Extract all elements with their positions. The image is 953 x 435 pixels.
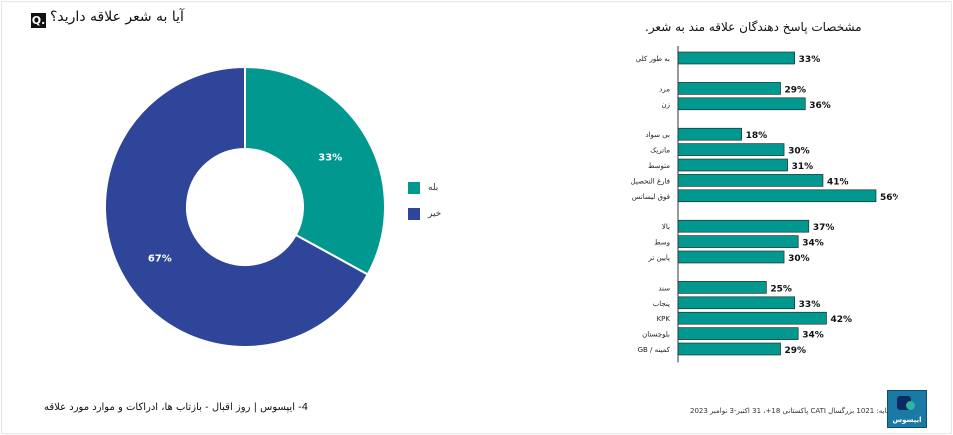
bar-value-label-12: 25% xyxy=(770,284,792,294)
bar-10 xyxy=(677,235,799,248)
bar-category-label-14: KPK xyxy=(657,315,671,323)
bar-9 xyxy=(677,219,810,233)
bar-value-label-6: 31% xyxy=(792,162,814,172)
pie-slice-2 xyxy=(104,65,370,348)
bar-15 xyxy=(677,327,799,340)
bar-13 xyxy=(677,296,795,310)
bar-11 xyxy=(677,250,785,264)
bar-value-label-15: 34% xyxy=(802,331,824,341)
bar-7 xyxy=(677,174,824,187)
bar-12 xyxy=(677,281,767,294)
bar-16 xyxy=(677,342,781,356)
footer-caption: 4- ایپسوس | روز اقبال - بازتاب ها، ادراک… xyxy=(44,402,309,413)
ipsos-logo: ایپسوس xyxy=(887,390,927,428)
bar-value-label-7: 41% xyxy=(827,177,849,187)
bar-category-label-5: ماتریک xyxy=(650,147,670,155)
pie-slice-1 xyxy=(244,65,386,276)
bar-category-label-9: بالا xyxy=(662,223,670,231)
bar-category-label-16: GB / کمینه xyxy=(638,346,671,354)
bar-value-label-5: 30% xyxy=(788,147,810,157)
bar-5 xyxy=(677,143,785,156)
bar-value-label-13: 33% xyxy=(799,300,821,310)
pie-data-label-2: 67% xyxy=(148,253,172,264)
bar-14 xyxy=(677,311,827,325)
bar-value-label-2: 29% xyxy=(785,85,807,95)
bar-category-label-12: سند xyxy=(658,284,670,292)
bar-category-label-3: زن xyxy=(661,101,670,109)
bar-4 xyxy=(677,127,742,141)
bar-value-label-9: 37% xyxy=(813,223,835,233)
bar-category-label-8: فوق لیسانس xyxy=(632,193,670,201)
bar-6 xyxy=(677,158,788,172)
bar-category-label-6: متوسط xyxy=(648,162,670,170)
bar-2 xyxy=(677,82,781,95)
bar-value-label-8: 56% xyxy=(880,193,898,203)
bar-value-label-1: 33% xyxy=(799,55,821,65)
bar-chart: به طور کلی 33% مرد 29% زن 36% بی سواد 18% ماتریک… xyxy=(631,46,898,363)
bar-category-label-10: وسط xyxy=(654,239,670,247)
bar-value-label-10: 34% xyxy=(802,239,824,249)
bar-3 xyxy=(677,97,806,111)
pie-data-label-1: 33% xyxy=(318,153,342,164)
bar-category-label-2: مرد xyxy=(659,85,670,93)
bar-category-label-13: پنجاب xyxy=(653,300,670,308)
bar-category-label-15: بلوچستان xyxy=(642,331,670,339)
legend-label-no: خیر xyxy=(428,209,442,219)
bar-value-label-4: 18% xyxy=(746,131,768,141)
pie-legend: بله خیر xyxy=(408,180,441,232)
bar-value-label-11: 30% xyxy=(788,254,810,264)
bar-category-label-7: فارغ التحصیل xyxy=(631,177,670,185)
legend-label-yes: بله xyxy=(428,183,439,193)
bar-value-label-3: 36% xyxy=(809,101,831,111)
bar-value-label-16: 29% xyxy=(785,346,807,356)
legend-item-yes: بله xyxy=(408,180,441,196)
bar-1 xyxy=(677,51,795,65)
footer-base-note: پایه: 1021 بزرگسال CATI پاکستانی 18+، 31… xyxy=(690,407,889,415)
bar-category-label-11: پایین تر xyxy=(647,254,670,262)
bar-8 xyxy=(677,189,877,203)
bar-value-label-14: 42% xyxy=(831,315,853,325)
pie-chart-title: آیا به شعر علاقه دارید؟ xyxy=(50,9,184,25)
legend-item-no: خیر xyxy=(408,206,441,222)
bar-category-label-4: بی سواد xyxy=(645,131,670,139)
bar-chart-title: مشخصات پاسخ دهندگان علاقه مند به شعر. xyxy=(645,20,862,34)
donut-chart: 33% 67% xyxy=(104,65,386,348)
legend-swatch-yes xyxy=(408,182,420,194)
logo-text: ایپسوس xyxy=(892,416,922,424)
legend-swatch-no xyxy=(408,208,420,220)
question-badge: Q. xyxy=(31,13,46,28)
bar-category-label-1: به طور کلی xyxy=(636,55,670,63)
